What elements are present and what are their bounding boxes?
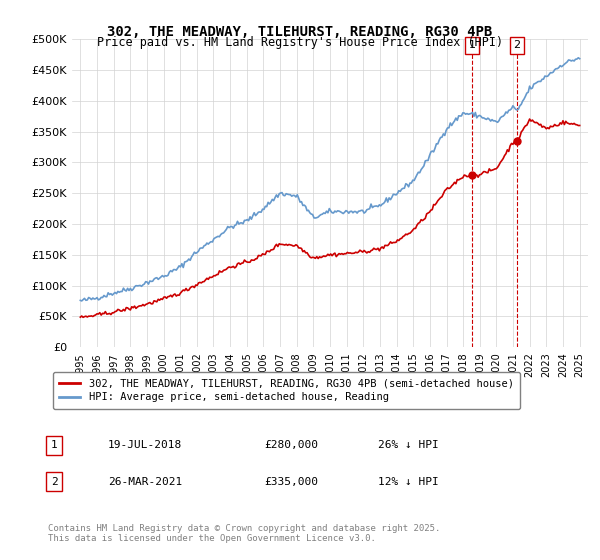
Text: 19-JUL-2018: 19-JUL-2018	[108, 440, 182, 450]
Text: Price paid vs. HM Land Registry's House Price Index (HPI): Price paid vs. HM Land Registry's House …	[97, 36, 503, 49]
Text: 2: 2	[514, 40, 520, 50]
Text: 302, THE MEADWAY, TILEHURST, READING, RG30 4PB: 302, THE MEADWAY, TILEHURST, READING, RG…	[107, 25, 493, 39]
Text: 26-MAR-2021: 26-MAR-2021	[108, 477, 182, 487]
Text: 26% ↓ HPI: 26% ↓ HPI	[378, 440, 439, 450]
Text: 2: 2	[50, 477, 58, 487]
Text: £335,000: £335,000	[264, 477, 318, 487]
Text: 1: 1	[469, 40, 476, 50]
Text: 12% ↓ HPI: 12% ↓ HPI	[378, 477, 439, 487]
Legend: 302, THE MEADWAY, TILEHURST, READING, RG30 4PB (semi-detached house), HPI: Avera: 302, THE MEADWAY, TILEHURST, READING, RG…	[53, 372, 520, 409]
Text: Contains HM Land Registry data © Crown copyright and database right 2025.
This d: Contains HM Land Registry data © Crown c…	[48, 524, 440, 543]
Text: 1: 1	[50, 440, 58, 450]
Text: £280,000: £280,000	[264, 440, 318, 450]
